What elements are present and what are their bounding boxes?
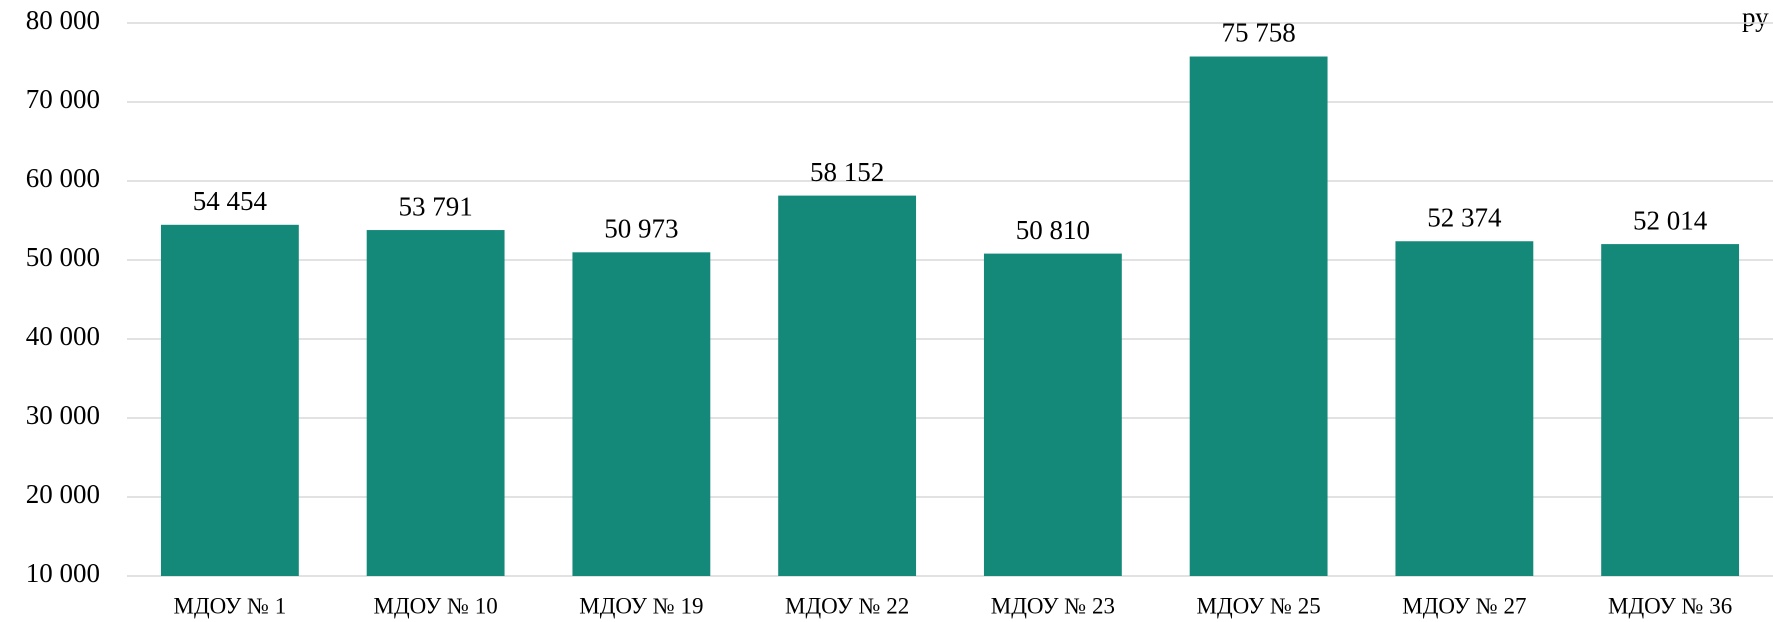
- y-tick-label: 10 000: [26, 558, 100, 588]
- data-label: 50 973: [604, 214, 678, 244]
- x-tick-label: МДОУ № 36: [1608, 593, 1732, 618]
- bar: [366, 230, 505, 577]
- data-label: 52 374: [1427, 202, 1502, 232]
- y-tick-label: 50 000: [26, 242, 100, 272]
- data-label: 53 791: [399, 191, 473, 221]
- data-label: 54 454: [193, 186, 268, 216]
- x-tick-label: МДОУ № 25: [1197, 593, 1321, 618]
- bar: [778, 195, 917, 577]
- data-label: 52 014: [1633, 205, 1708, 235]
- data-label: 75 758: [1222, 18, 1296, 48]
- y-tick-label: 40 000: [26, 321, 100, 351]
- bar: [1395, 241, 1534, 576]
- x-tick-label: МДОУ № 22: [785, 593, 909, 618]
- x-tick-label: МДОУ № 19: [579, 593, 703, 618]
- data-label: 58 152: [810, 157, 884, 187]
- bar: [983, 253, 1122, 576]
- bar: [1601, 244, 1740, 576]
- x-tick-label: МДОУ № 1: [174, 593, 287, 618]
- x-tick-label: МДОУ № 27: [1402, 593, 1526, 618]
- x-tick-label: МДОУ № 10: [374, 593, 498, 618]
- y-tick-label: 30 000: [26, 400, 100, 430]
- bar: [1189, 56, 1328, 577]
- y-tick-label: 60 000: [26, 163, 100, 193]
- y-tick-label: 70 000: [26, 84, 100, 114]
- x-tick-label: МДОУ № 23: [991, 593, 1115, 618]
- bar: [572, 252, 711, 576]
- y-tick-label: 20 000: [26, 479, 100, 509]
- bar: [160, 224, 299, 576]
- y-tick-label: 80 000: [26, 5, 100, 35]
- data-label: 50 810: [1016, 215, 1090, 245]
- unit-label: ру: [1742, 2, 1769, 32]
